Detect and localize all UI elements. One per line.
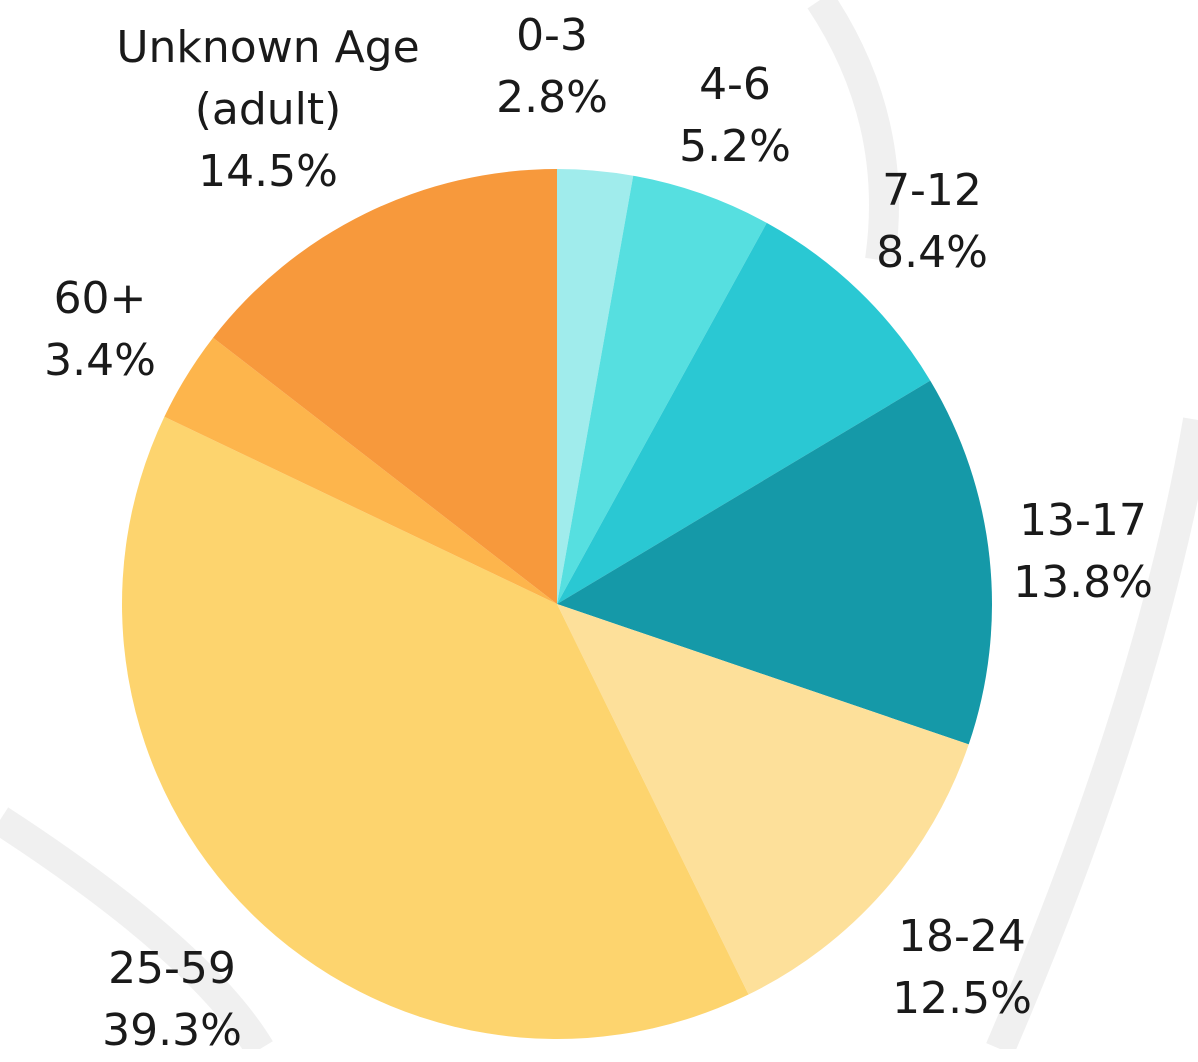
category-label: 13-17	[1019, 495, 1147, 546]
value-label: 14.5%	[198, 146, 338, 197]
category-label: 60+	[53, 273, 147, 324]
slice-label: 25-59 39.3%	[72, 938, 272, 1062]
slice-label: 60+ 3.4%	[0, 268, 200, 392]
value-label: 3.4%	[44, 335, 156, 386]
pie-slice	[557, 380, 992, 745]
category-label: 7-12	[882, 165, 982, 216]
pie-slice	[557, 175, 767, 604]
category-label: 18-24	[898, 911, 1026, 962]
slice-label: 0-3 2.8%	[452, 5, 652, 129]
category-label: Unknown Age (adult)	[116, 22, 420, 135]
value-label: 5.2%	[679, 121, 791, 172]
slice-label: 13-17 13.8%	[983, 490, 1183, 614]
value-label: 2.8%	[496, 72, 608, 123]
category-label: 4-6	[699, 59, 771, 110]
slice-label: 7-12 8.4%	[832, 160, 1032, 284]
pie-slice	[557, 222, 931, 604]
value-label: 13.8%	[1013, 557, 1153, 608]
pie-slice	[557, 169, 634, 604]
value-label: 8.4%	[876, 227, 988, 278]
pie-slice	[213, 168, 558, 604]
slice-label: 4-6 5.2%	[635, 54, 835, 178]
value-label: 12.5%	[892, 973, 1032, 1024]
pie-slice	[121, 416, 749, 1039]
slice-label: Unknown Age (adult) 14.5%	[78, 17, 458, 203]
value-label: 39.3%	[102, 1005, 242, 1056]
slice-label: 18-24 12.5%	[862, 906, 1062, 1030]
pie-slice	[164, 337, 558, 604]
category-label: 0-3	[516, 10, 588, 61]
pie-slice	[557, 604, 969, 995]
category-label: 25-59	[108, 943, 236, 994]
